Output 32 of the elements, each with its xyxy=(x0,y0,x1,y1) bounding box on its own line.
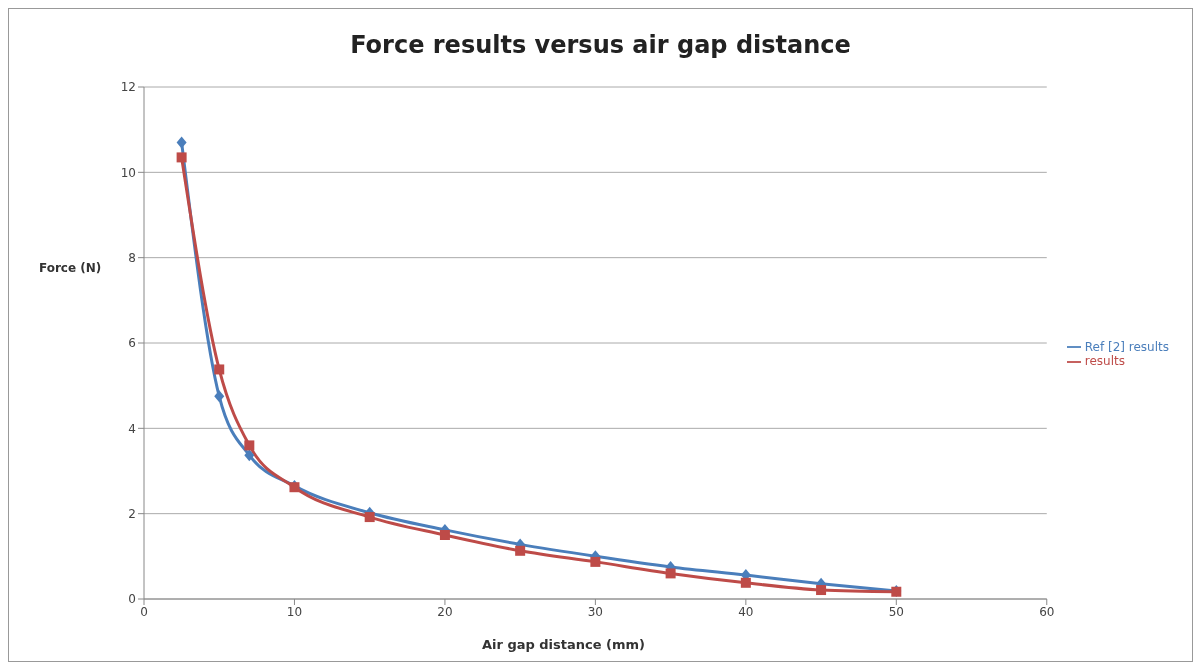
chart-title: Force results versus air gap distance xyxy=(349,31,852,59)
legend-label: results xyxy=(1084,354,1125,368)
point xyxy=(515,545,526,556)
y-tick-label: 10 xyxy=(120,165,136,180)
x-tick-label: 0 xyxy=(140,604,148,619)
x-tick-label: 20 xyxy=(437,604,453,619)
legend-label: Ref [2] results xyxy=(1084,339,1169,354)
point xyxy=(176,152,187,163)
x-axis-title: Air gap distance (mm) xyxy=(480,637,647,652)
y-axis-title: Force (N) xyxy=(39,261,102,275)
x-tick-label: 60 xyxy=(1039,604,1055,619)
y-tick-label: 8 xyxy=(128,250,136,265)
y-tick-label: 2 xyxy=(128,506,136,521)
point xyxy=(214,364,225,375)
y-tick-label: 0 xyxy=(128,592,136,607)
point xyxy=(665,568,676,579)
point xyxy=(816,585,827,596)
y-tick-label: 4 xyxy=(128,421,136,436)
point xyxy=(244,449,255,462)
point xyxy=(364,512,375,523)
x-tick-label: 40 xyxy=(738,604,754,619)
point xyxy=(176,136,187,149)
point xyxy=(590,556,601,567)
y-tick-label: 12 xyxy=(120,80,136,95)
point xyxy=(439,530,450,540)
y-tick-label: 6 xyxy=(128,336,136,351)
point xyxy=(214,390,225,403)
x-tick-label: 50 xyxy=(888,604,904,619)
x-tick-label: 30 xyxy=(587,604,604,619)
x-tick-label: 10 xyxy=(286,604,303,619)
point xyxy=(740,577,751,588)
point xyxy=(244,440,255,451)
